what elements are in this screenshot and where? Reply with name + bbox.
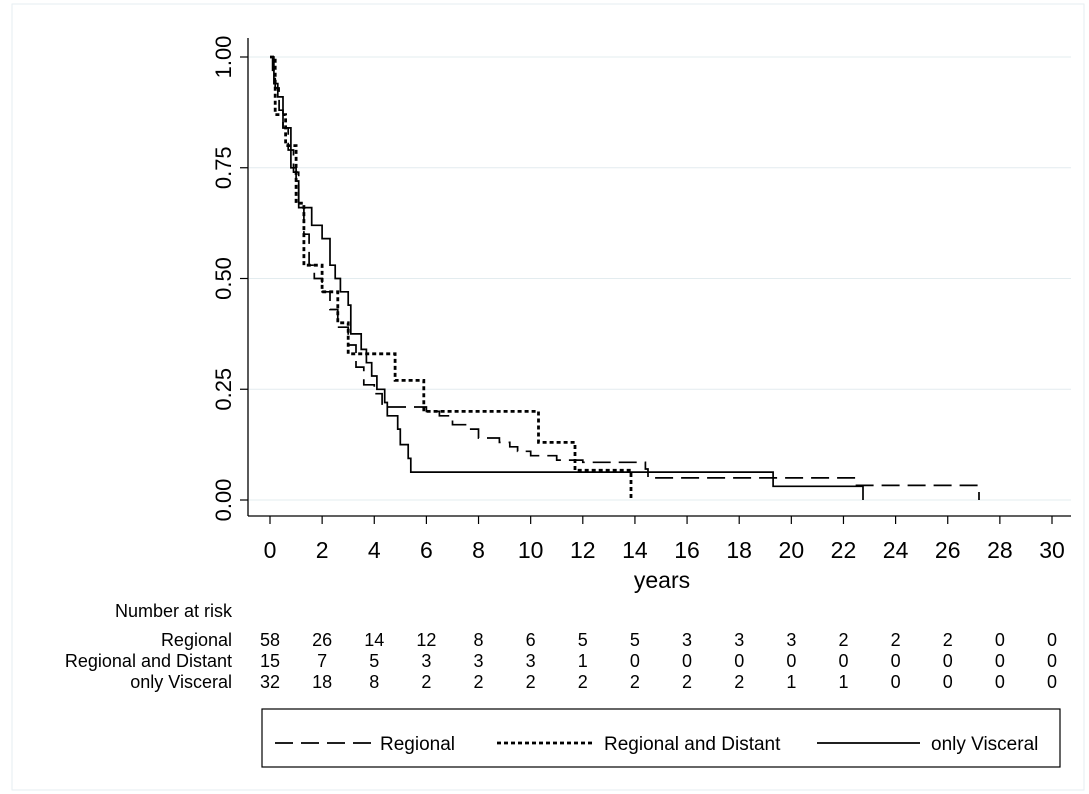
- x-tick-label: 8: [472, 537, 485, 563]
- risk-count: 26: [312, 630, 332, 650]
- y-tick-label: 0.50: [211, 257, 236, 300]
- x-tick-label: 12: [570, 537, 596, 563]
- x-tick-label: 0: [264, 537, 277, 563]
- risk-count: 5: [630, 630, 640, 650]
- risk-count: 1: [838, 672, 848, 692]
- y-tick-label: 0.25: [211, 368, 236, 411]
- risk-row-label: only Visceral: [130, 672, 232, 692]
- x-tick-label: 2: [316, 537, 329, 563]
- risk-count: 14: [364, 630, 384, 650]
- risk-count: 0: [630, 651, 640, 671]
- risk-count: 2: [891, 630, 901, 650]
- x-tick-label: 4: [368, 537, 381, 563]
- legend-label-2: only Visceral: [931, 734, 1038, 755]
- risk-count: 3: [526, 651, 536, 671]
- risk-count: 0: [995, 672, 1005, 692]
- risk-count: 2: [630, 672, 640, 692]
- risk-count: 2: [734, 672, 744, 692]
- x-tick-label: 20: [779, 537, 805, 563]
- risk-count: 0: [891, 651, 901, 671]
- risk-count: 3: [734, 630, 744, 650]
- y-ticks: 0.00 0.25 0.50 0.75 1.00: [211, 36, 248, 522]
- x-tick-label: 16: [674, 537, 700, 563]
- legend-label-1: Regional and Distant: [604, 734, 781, 755]
- risk-count: 6: [526, 630, 536, 650]
- risk-table-title: Number at risk: [115, 601, 233, 621]
- y-tick-label: 0.75: [211, 146, 236, 189]
- risk-count: 7: [317, 651, 327, 671]
- risk-count: 3: [474, 651, 484, 671]
- y-tick-label: 0.00: [211, 479, 236, 522]
- risk-count: 12: [416, 630, 436, 650]
- risk-count: 2: [682, 672, 692, 692]
- risk-count: 5: [369, 651, 379, 671]
- x-ticks: 0 2 4 6 8 10 12 14 16 18 20 22 24 26 28 30: [264, 516, 1065, 563]
- risk-count: 0: [891, 672, 901, 692]
- risk-count: 2: [943, 630, 953, 650]
- x-tick-label: 22: [831, 537, 857, 563]
- risk-count: 58: [260, 630, 280, 650]
- axes: [247, 38, 1071, 517]
- risk-count: 0: [838, 651, 848, 671]
- x-tick-label: 30: [1039, 537, 1065, 563]
- risk-count: 1: [578, 651, 588, 671]
- risk-count: 0: [943, 651, 953, 671]
- y-tick-label: 1.00: [211, 36, 236, 79]
- risk-count: 5: [578, 630, 588, 650]
- risk-count: 0: [995, 630, 1005, 650]
- risk-count: 1: [786, 672, 796, 692]
- number-at-risk-table: Number at risk Regional 58 26 14 12 8 6 5 5 3 3 3 2 2…: [65, 601, 1057, 692]
- risk-count: 0: [682, 651, 692, 671]
- risk-count: 2: [838, 630, 848, 650]
- outer-frame: [11, 3, 1085, 791]
- series-line-1: [270, 55, 633, 500]
- series-line-0: [270, 56, 980, 500]
- risk-count: 0: [1047, 630, 1057, 650]
- risk-count: 2: [474, 672, 484, 692]
- legend-label-0: Regional: [380, 734, 455, 755]
- risk-count: 8: [474, 630, 484, 650]
- risk-count: 0: [734, 651, 744, 671]
- risk-count: 0: [943, 672, 953, 692]
- risk-count: 2: [578, 672, 588, 692]
- x-tick-label: 26: [935, 537, 961, 563]
- series-line-2: [270, 56, 864, 500]
- risk-count: 0: [995, 651, 1005, 671]
- x-tick-label: 14: [622, 537, 648, 563]
- legend: Regional Regional and Distant only Viscera…: [261, 708, 1061, 768]
- risk-count: 0: [786, 651, 796, 671]
- risk-count: 3: [682, 630, 692, 650]
- risk-count: 15: [260, 651, 280, 671]
- risk-count: 0: [1047, 672, 1057, 692]
- risk-count: 0: [1047, 651, 1057, 671]
- risk-count: 8: [369, 672, 379, 692]
- risk-count: 18: [312, 672, 332, 692]
- x-tick-label: 24: [883, 537, 909, 563]
- gridlines: [249, 56, 1071, 501]
- legend-box: [261, 708, 1061, 768]
- series-lines: [270, 55, 980, 500]
- x-axis-label: years: [634, 567, 690, 593]
- risk-count: 2: [421, 672, 431, 692]
- risk-count: 2: [526, 672, 536, 692]
- x-tick-label: 28: [987, 537, 1013, 563]
- risk-row-label: Regional and Distant: [65, 651, 232, 671]
- risk-count: 3: [786, 630, 796, 650]
- x-tick-label: 6: [420, 537, 433, 563]
- risk-count: 32: [260, 672, 280, 692]
- x-tick-label: 10: [518, 537, 544, 563]
- x-tick-label: 18: [726, 537, 752, 563]
- risk-row-label: Regional: [161, 630, 232, 650]
- risk-count: 3: [421, 651, 431, 671]
